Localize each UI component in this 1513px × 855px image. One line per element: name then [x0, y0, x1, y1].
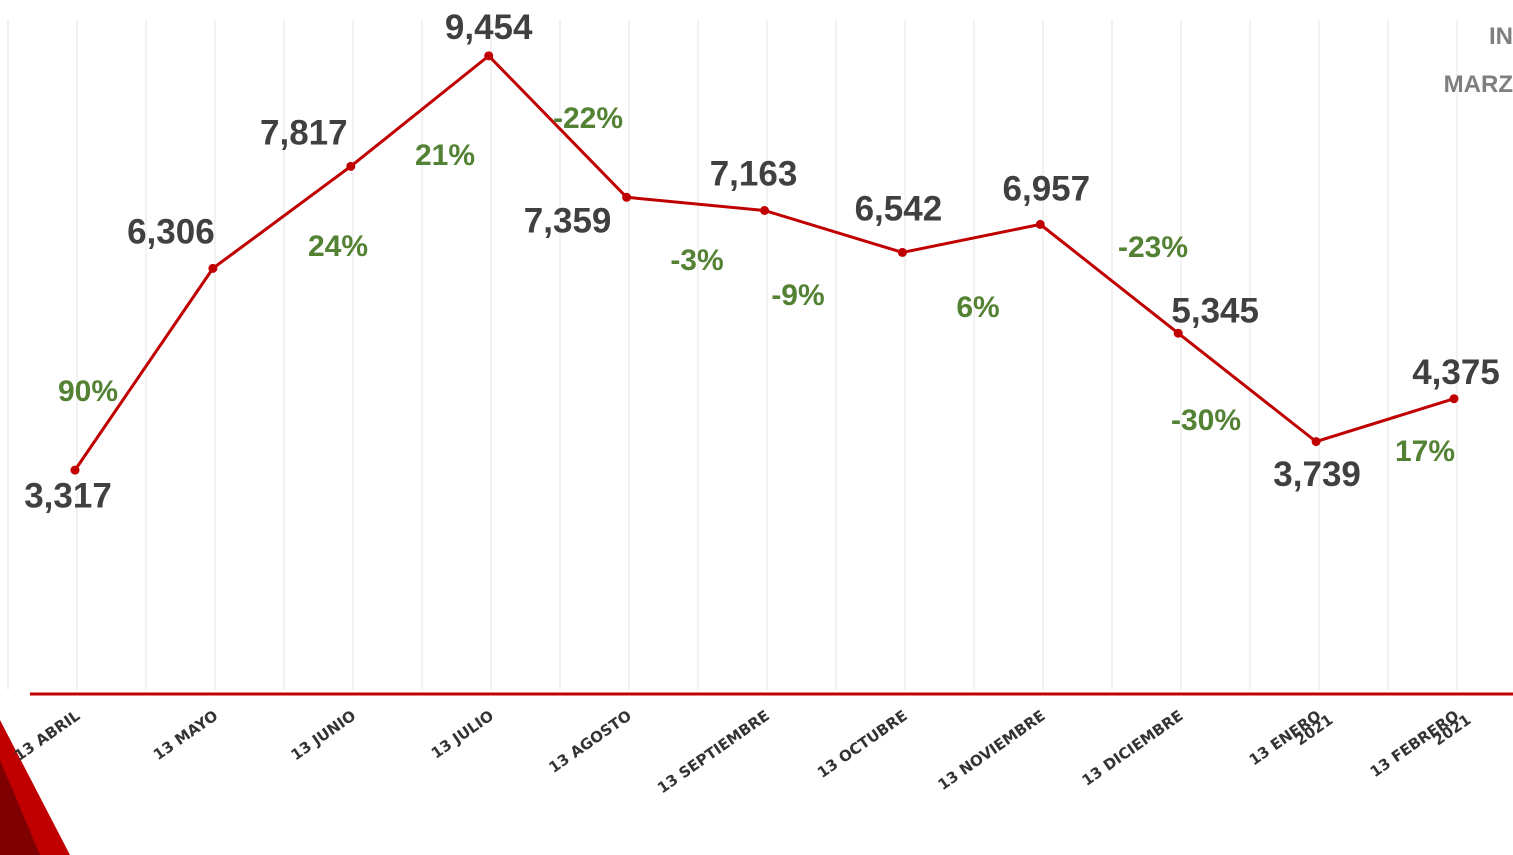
value-label: 7,359: [524, 202, 612, 241]
x-tick-label: 13 AGOSTO: [545, 707, 634, 777]
x-tick-label: 13 JUNIO: [288, 707, 360, 765]
point: [1036, 220, 1045, 229]
value-label: 7,817: [260, 114, 348, 153]
change-label: 21%: [415, 139, 475, 172]
point: [760, 206, 769, 215]
x-tick-label: 13 SEPTIEMBRE: [654, 707, 773, 798]
value-label: 6,306: [127, 213, 215, 252]
value-label: 4,375: [1412, 353, 1500, 392]
value-label: 5,345: [1171, 291, 1259, 330]
point: [622, 193, 631, 202]
value-label: 3,317: [24, 476, 112, 515]
x-tick-label: 13 MAYO: [150, 707, 221, 764]
point: [71, 466, 80, 475]
value-label: 7,163: [710, 155, 798, 194]
x-tick-label: 13 OCTUBRE: [814, 707, 911, 782]
x-tick-label: 13 ABRIL: [11, 706, 84, 764]
change-label: -22%: [553, 102, 623, 135]
value-label: 6,957: [1003, 170, 1091, 209]
change-label: -9%: [771, 279, 824, 312]
point: [484, 51, 493, 60]
x-tick-label: 13 JULIO: [428, 707, 497, 763]
value-label: 3,739: [1273, 455, 1361, 494]
point: [1312, 437, 1321, 446]
page: {"chart_data": {"type": "line", "categor…: [0, 0, 1513, 855]
annotation: IN: [1489, 23, 1513, 50]
point: [1450, 394, 1459, 403]
point: [898, 248, 907, 257]
change-label: 6%: [956, 291, 999, 324]
x-tick-label: 13 FEBRERO: [1367, 707, 1463, 781]
x-tick-label: 13 DICIEMBRE: [1079, 707, 1187, 790]
change-label: -3%: [670, 244, 723, 277]
point: [208, 264, 217, 273]
point: [346, 162, 355, 171]
change-label: -30%: [1171, 404, 1241, 437]
value-label: 6,542: [855, 190, 943, 229]
annotation: MARZ: [1444, 71, 1513, 98]
change-label: 17%: [1395, 435, 1455, 468]
value-label: 9,454: [445, 8, 533, 47]
x-tick-label: 13 NOVIEMBRE: [935, 707, 1049, 794]
change-label: 90%: [58, 375, 118, 408]
chart: IN MARZ 13 ABRIL 13 MAYO 13 JUNIO 13 JULIO 1…: [0, 0, 1513, 855]
change-label: 24%: [308, 230, 368, 263]
background-grid: [8, 20, 1457, 690]
change-label: -23%: [1118, 231, 1188, 264]
